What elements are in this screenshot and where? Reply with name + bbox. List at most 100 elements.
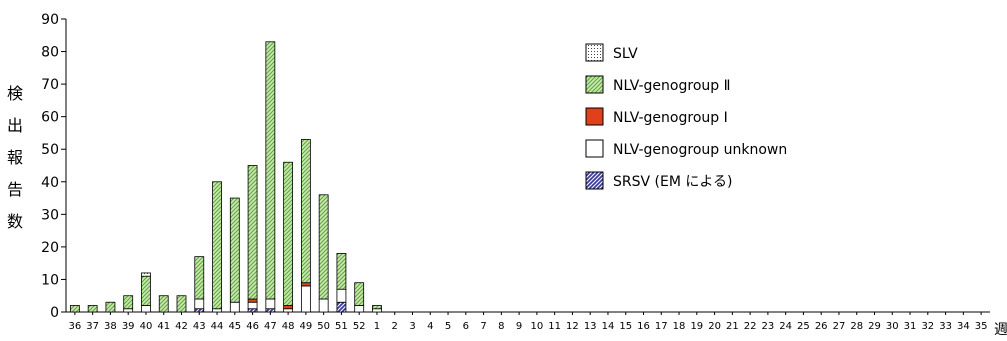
y-tick-label: 0 — [50, 305, 59, 321]
y-tick-label: 60 — [41, 110, 59, 126]
bars — [69, 41, 382, 313]
x-tick-label: 26 — [815, 321, 828, 332]
x-tick-label: 42 — [175, 321, 188, 332]
x-tick-label: 31 — [904, 321, 917, 332]
x-tick-label: 19 — [690, 321, 703, 332]
x-tick-label: 49 — [300, 321, 313, 332]
x-tick-label: 11 — [548, 321, 561, 332]
bar-segment-srsv — [336, 301, 347, 313]
bar-segment-unknown — [212, 308, 222, 313]
x-tick-label: 3 — [409, 321, 415, 332]
legend-label-g2: NLV-genogroup Ⅱ — [613, 78, 730, 94]
bar-segment-unknown — [300, 285, 311, 313]
x-tick-label: 9 — [516, 321, 522, 332]
x-tick-label: 29 — [868, 321, 881, 332]
x-tick-label: 7 — [480, 321, 486, 332]
bar-segment-g1 — [300, 282, 311, 287]
x-tick-label: 10 — [531, 321, 544, 332]
bar-segment-unknown — [265, 298, 276, 310]
legend-label-srsv: SRSV (EM による) — [613, 174, 732, 190]
x-tick-label: 36 — [69, 321, 82, 332]
bar-segment-g2 — [336, 252, 347, 290]
y-axis-label-char: 検 — [7, 84, 24, 103]
bar-segment-g2 — [372, 305, 382, 310]
x-tick-label: 27 — [833, 321, 846, 332]
bar-segment-srsv — [265, 308, 276, 313]
bar-segment-g2 — [69, 305, 80, 313]
x-tick-label: 14 — [602, 321, 615, 332]
legend-label-slv: SLV — [613, 46, 638, 62]
x-tick-label: 47 — [264, 321, 277, 332]
x-tick-label: 50 — [317, 321, 330, 332]
legend-swatch-srsv — [585, 171, 604, 190]
y-tick-label: 90 — [41, 12, 59, 28]
bar-segment-g2 — [212, 181, 222, 310]
x-tick-label: 52 — [353, 321, 366, 332]
bar-segment-g2 — [354, 282, 365, 306]
bar-segment-unknown — [318, 298, 329, 313]
bar-segment-g2 — [318, 194, 329, 300]
bar-segment-srsv — [194, 308, 205, 313]
bar-segment-g1 — [247, 298, 258, 303]
bar-segment-unknown — [283, 308, 294, 313]
y-tick-label: 70 — [41, 77, 59, 93]
bar-segment-unknown — [336, 288, 347, 303]
x-axis: 36 37 38 39 40 41 42 43 44 45 46 47 48 49 50 51 52 1 2 3 4 5 6… — [66, 311, 990, 332]
y-tick-label: 40 — [41, 175, 59, 191]
legend: SLV NLV-genogroup Ⅱ NLV-genogroup Ⅰ NLV-gen… — [585, 43, 787, 190]
legend-swatch-g2 — [585, 75, 604, 94]
bar-segment-slv — [141, 272, 151, 277]
bar-segment-unknown — [372, 308, 382, 313]
x-tick-label: 6 — [463, 321, 469, 332]
x-tick-label: 20 — [708, 321, 721, 332]
bar-segment-g2 — [123, 295, 134, 310]
x-tick-label: 51 — [335, 321, 348, 332]
bar-segment-unknown — [229, 301, 240, 313]
bar-segment-unknown — [354, 305, 365, 313]
y-axis-label-char: 数 — [7, 212, 24, 231]
x-tick-label: 40 — [140, 321, 153, 332]
x-tick-label: 35 — [975, 321, 988, 332]
x-tick-label: 2 — [392, 321, 398, 332]
bar-segment-srsv — [247, 308, 258, 313]
x-tick-label: 45 — [228, 321, 241, 332]
x-tick-label: 8 — [498, 321, 504, 332]
bar-segment-g2 — [87, 305, 98, 313]
bar-segment-g2 — [105, 301, 116, 313]
legend-swatch-g1 — [585, 107, 604, 126]
x-tick-label: 4 — [427, 321, 433, 332]
x-axis-unit-label: 週 — [994, 322, 1007, 337]
bar-segment-g2 — [176, 295, 187, 313]
bar-segment-unknown — [194, 298, 205, 310]
y-tick-label: 20 — [41, 240, 59, 256]
legend-label-unknown: NLV-genogroup unknown — [613, 142, 787, 158]
x-tick-label: 34 — [957, 321, 970, 332]
legend-label-g1: NLV-genogroup Ⅰ — [613, 110, 728, 126]
y-tick-label: 80 — [41, 45, 59, 61]
x-tick-label: 48 — [282, 321, 295, 332]
y-axis-label-char: 出 — [7, 116, 24, 135]
x-tick-label: 46 — [246, 321, 259, 332]
x-tick-label: 43 — [193, 321, 206, 332]
x-tick-label: 23 — [762, 321, 775, 332]
y-axis-label-char: 報 — [7, 148, 24, 167]
y-axis: 0 10 20 30 40 50 60 70 80 90 — [41, 12, 67, 321]
bar-segment-g1 — [283, 305, 294, 310]
x-tick-label: 33 — [939, 321, 952, 332]
x-tick-label: 25 — [797, 321, 810, 332]
x-tick-label: 32 — [921, 321, 934, 332]
bar-segment-g2 — [158, 295, 169, 313]
y-tick-label: 50 — [41, 142, 59, 158]
x-tick-label: 17 — [655, 321, 668, 332]
bar-segment-g2 — [229, 197, 240, 303]
x-tick-label: 15 — [619, 321, 632, 332]
bar-segment-unknown — [247, 301, 258, 310]
x-tick-label: 22 — [744, 321, 757, 332]
x-tick-label: 41 — [157, 321, 170, 332]
x-tick-label: 44 — [211, 321, 224, 332]
x-tick-label: 21 — [726, 321, 739, 332]
bar-segment-g2 — [300, 139, 311, 284]
bar-segment-unknown — [123, 308, 134, 313]
